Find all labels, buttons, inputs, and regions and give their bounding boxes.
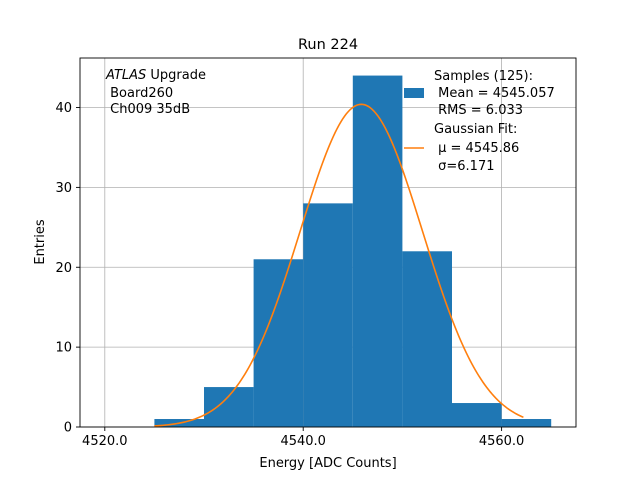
histogram-bar-1: [204, 387, 254, 427]
chart-title: Run 224: [298, 37, 358, 53]
y-tick-label-4: 40: [55, 101, 72, 116]
legend-samples-rms: RMS = 6.033: [434, 103, 523, 118]
annotation-line-2: Board260: [106, 86, 173, 101]
annotation-line-3: Ch009 35dB: [106, 102, 190, 117]
annotation-upgrade: Upgrade: [146, 68, 206, 83]
histogram-bar-7: [501, 419, 552, 427]
histogram-bar-6: [452, 403, 502, 427]
x-axis-ticks: 4520.0 4540.0 4560.0: [82, 427, 524, 449]
y-tick-label-3: 30: [55, 181, 72, 196]
legend-samples-title: Samples (125):: [434, 69, 533, 84]
y-tick-label-1: 10: [55, 341, 72, 356]
y-axis-label: Entries: [33, 219, 48, 265]
legend-fit-mu: μ = 4545.86: [434, 141, 519, 156]
legend-samples-swatch: [404, 88, 424, 98]
plot-frame: [79, 57, 577, 428]
x-tick-label-2: 4560.0: [479, 434, 525, 449]
annotation-line-1: ATLAS Upgrade: [105, 68, 206, 83]
x-axis-label: Energy [ADC Counts]: [259, 456, 396, 471]
y-tick-label-0: 0: [64, 421, 72, 436]
gaussian-fit-curve: [154, 103, 524, 427]
histogram-bars: [154, 75, 552, 428]
histogram-bar-3: [303, 203, 353, 427]
legend-samples-mean: Mean = 4545.057: [434, 86, 555, 101]
histogram-bar-2: [253, 259, 304, 427]
y-tick-label-2: 20: [55, 261, 72, 276]
y-axis-ticks: 0 10 20 30 40: [55, 101, 80, 436]
histogram-bar-5: [402, 251, 452, 427]
legend-fit-title: Gaussian Fit:: [434, 122, 517, 137]
annotation-atlas: ATLAS: [105, 68, 146, 83]
x-tick-label-1: 4540.0: [280, 434, 326, 449]
histogram-bar-4: [352, 75, 403, 428]
x-tick-label-0: 4520.0: [82, 434, 128, 449]
atlas-annotation: ATLAS Upgrade Board260 Ch009 35dB: [105, 68, 206, 117]
legend: Samples (125): Mean = 4545.057 RMS = 6.0…: [404, 69, 555, 174]
legend-fit-sigma: σ=6.171: [434, 159, 494, 174]
